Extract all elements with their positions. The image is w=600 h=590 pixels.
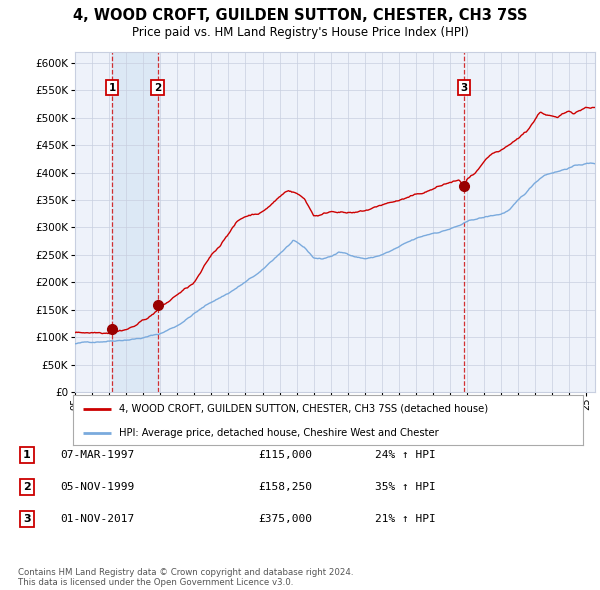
Text: 07-MAR-1997: 07-MAR-1997	[60, 450, 134, 460]
Text: 21% ↑ HPI: 21% ↑ HPI	[375, 514, 436, 524]
Text: 3: 3	[461, 83, 468, 93]
Text: HPI: Average price, detached house, Cheshire West and Chester: HPI: Average price, detached house, Ches…	[119, 428, 439, 438]
Text: 24% ↑ HPI: 24% ↑ HPI	[375, 450, 436, 460]
Text: £375,000: £375,000	[258, 514, 312, 524]
Text: 2: 2	[154, 83, 161, 93]
Text: 1: 1	[23, 450, 31, 460]
Bar	[112, 52, 158, 392]
Text: 3: 3	[23, 514, 31, 524]
Text: 1: 1	[109, 83, 116, 93]
Text: Contains HM Land Registry data © Crown copyright and database right 2024.
This d: Contains HM Land Registry data © Crown c…	[18, 568, 353, 588]
Text: 4, WOOD CROFT, GUILDEN SUTTON, CHESTER, CH3 7SS (detached house): 4, WOOD CROFT, GUILDEN SUTTON, CHESTER, …	[119, 404, 488, 414]
Text: 2: 2	[23, 482, 31, 492]
Text: 35% ↑ HPI: 35% ↑ HPI	[375, 482, 436, 492]
Text: 05-NOV-1999: 05-NOV-1999	[60, 482, 134, 492]
Text: 01-NOV-2017: 01-NOV-2017	[60, 514, 134, 524]
Text: £158,250: £158,250	[258, 482, 312, 492]
Text: 4, WOOD CROFT, GUILDEN SUTTON, CHESTER, CH3 7SS: 4, WOOD CROFT, GUILDEN SUTTON, CHESTER, …	[73, 8, 527, 23]
Text: Price paid vs. HM Land Registry's House Price Index (HPI): Price paid vs. HM Land Registry's House …	[131, 26, 469, 39]
Text: £115,000: £115,000	[258, 450, 312, 460]
